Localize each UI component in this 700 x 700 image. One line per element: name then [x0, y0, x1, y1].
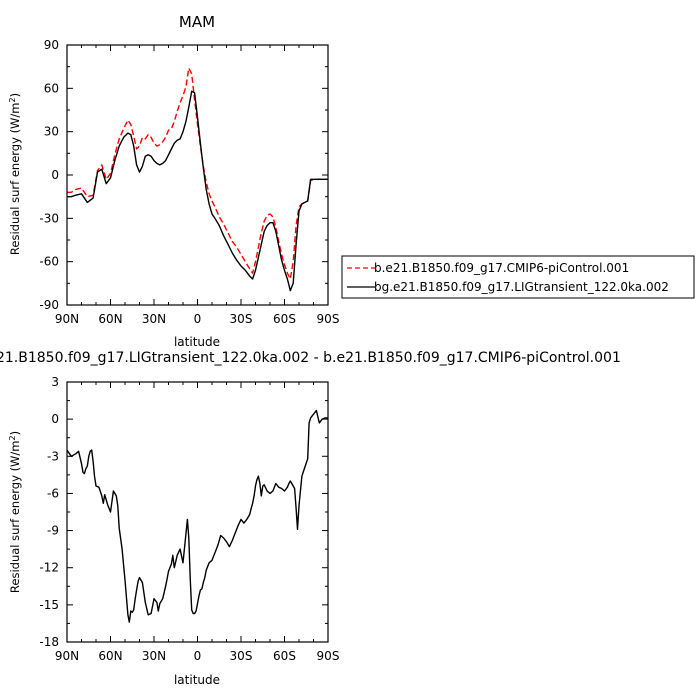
legend: b.e21.B1850.f09_g17.CMIP6-piControl.001 …: [341, 255, 695, 299]
top-x-tick-label: 90S: [317, 312, 340, 326]
bottom-x-tick-label: 60N: [98, 649, 122, 663]
legend-box: [341, 255, 695, 299]
top-y-tick-label: 0: [51, 168, 59, 182]
bottom-y-tick-label: 0: [51, 412, 59, 426]
top-y-tick-label: -60: [39, 255, 59, 269]
bottom-x-axis-label: latitude: [174, 673, 220, 687]
top-x-tick-label: 60N: [98, 312, 122, 326]
bottom-y-tick-label: -12: [39, 561, 59, 575]
bottom-series-line-1: [66, 409, 328, 623]
top-y-tick-label: 90: [44, 38, 59, 52]
bottom-y-axis-label: Residual surf energy (W/m2): [8, 431, 22, 593]
top-x-tick-label: 60S: [273, 312, 296, 326]
bottom-x-tick-label: 60S: [273, 649, 296, 663]
top-panel-title: MAM: [179, 13, 215, 31]
top-y-tick-label: -90: [39, 298, 59, 312]
top-frame: [66, 44, 329, 306]
top-y-tick-label: -30: [39, 211, 59, 225]
legend-label-series-1: b.e21.B1850.f09_g17.CMIP6-piControl.001: [374, 261, 629, 275]
top-series-line-1: [67, 67, 328, 280]
top-panel: MAM 90N 60N 30N 0 30S 60S 90S9060300-30-60-90 …: [8, 13, 695, 349]
bottom-panel: bg.e21.B1850.f09_g17.LIGtransient_122.0k…: [0, 350, 621, 687]
top-y-axis-label-text: Residual surf energy (W/m: [8, 102, 22, 255]
bottom-x-tick-label: 30S: [230, 649, 253, 663]
top-plot-area: 90N 60N 30N 0 30S 60S 90S 90 60 30 0 -30 -60 -90: [39, 38, 339, 326]
top-x-tick-label: 30N: [142, 312, 166, 326]
bottom-y-tick-label: -15: [39, 598, 59, 612]
top-series-line-2: [67, 90, 328, 292]
bottom-plot-area: 90N 60N 30N 0 30S 60S 90S 3 0 -3 -6 -9 -12 -15 -18: [39, 375, 339, 663]
bottom-x-tick-label: 0: [194, 649, 202, 663]
top-x-tick-label: 90N: [55, 312, 79, 326]
top-y-axis-label: Residual surf energy (W/m2): [8, 93, 22, 255]
top-y-axis-label-close: ): [8, 93, 22, 98]
top-y-tick-label: 30: [44, 125, 59, 139]
top-x-axis-label: latitude: [174, 335, 220, 349]
bottom-x-tick-label: 90N: [55, 649, 79, 663]
top-x-tick-label: 0: [194, 312, 202, 326]
bottom-y-axis-label-close: ): [8, 431, 22, 436]
top-y-axis-label-superscript: 2: [8, 97, 17, 102]
top-y-tick-label: 60: [44, 81, 59, 95]
bottom-y-axis-label-superscript: 2: [8, 435, 17, 440]
bottom-y-tick-label: -9: [47, 524, 59, 538]
bottom-x-tick-label: 90S: [317, 649, 340, 663]
bottom-y-tick-label: 3: [51, 375, 59, 389]
bottom-y-axis-label-text: Residual surf energy (W/m: [8, 440, 22, 593]
bottom-panel-title: bg.e21.B1850.f09_g17.LIGtransient_122.0k…: [0, 350, 621, 366]
bottom-y-tick-label: -18: [39, 635, 59, 649]
bottom-y-tick-label: -3: [47, 449, 59, 463]
top-x-tick-label: 30S: [230, 312, 253, 326]
legend-label-series-2: bg.e21.B1850.f09_g17.LIGtransient_122.0k…: [374, 280, 669, 294]
bottom-y-tick-label: -6: [47, 486, 59, 500]
bottom-x-tick-label: 30N: [142, 649, 166, 663]
